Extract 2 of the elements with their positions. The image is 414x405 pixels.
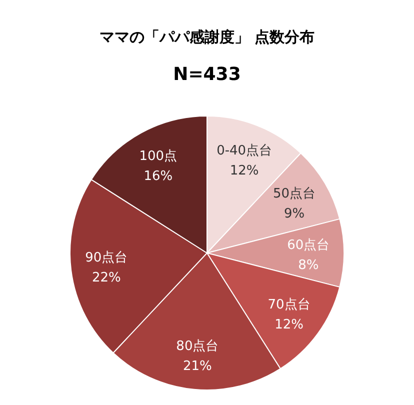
title: ママの「パパ感謝度」 点数分布 [99,28,315,46]
subtitle: N=433 [173,64,241,85]
